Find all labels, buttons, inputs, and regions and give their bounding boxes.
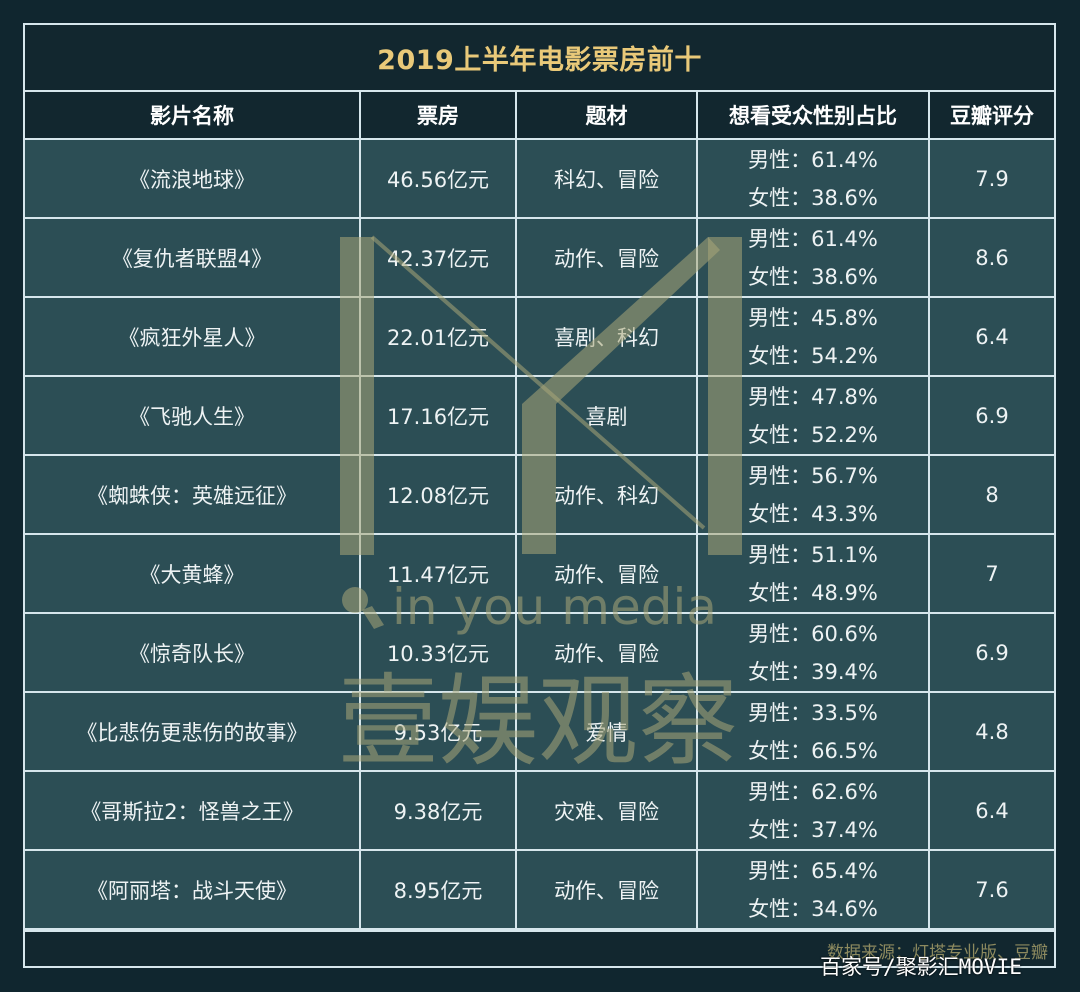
female-ratio: 女性：38.6%: [748, 264, 878, 289]
header-genre: 题材: [515, 90, 698, 140]
brand-overlay: 百家号/聚影汇MOVIE: [820, 955, 1022, 979]
genre: 爱情: [515, 691, 698, 772]
box-office: 10.33亿元: [359, 612, 517, 693]
table-frame: 2019上半年电影票房前十 影片名称 票房 题材 想看受众性别占比 豆瓣评分 《…: [23, 23, 1056, 968]
gender-ratio: 男性：47.8% 女性：52.2%: [696, 375, 930, 456]
genre: 喜剧: [515, 375, 698, 456]
douban-rating: 6.4: [928, 296, 1054, 377]
female-ratio: 女性：38.6%: [748, 185, 878, 210]
data-source-note: 数据来源：灯塔专业版、豆瓣: [827, 943, 1048, 963]
female-ratio: 女性：52.2%: [748, 422, 878, 447]
film-name: 《飞驰人生》: [25, 375, 361, 456]
table-row: 《阿丽塔：战斗天使》 8.95亿元 动作、冒险 男性：65.4% 女性：34.6%…: [25, 849, 1054, 930]
genre: 动作、冒险: [515, 849, 698, 930]
douban-rating: 8: [928, 454, 1054, 535]
box-office: 46.56亿元: [359, 138, 517, 219]
genre: 动作、科幻: [515, 454, 698, 535]
female-ratio: 女性：66.5%: [748, 738, 878, 763]
film-name: 《蜘蛛侠：英雄远征》: [25, 454, 361, 535]
film-name: 《疯狂外星人》: [25, 296, 361, 377]
box-office: 9.53亿元: [359, 691, 517, 772]
male-ratio: 男性：45.8%: [748, 305, 878, 330]
male-ratio: 男性：33.5%: [748, 700, 878, 725]
box-office: 42.37亿元: [359, 217, 517, 298]
box-office: 8.95亿元: [359, 849, 517, 930]
film-name: 《大黄蜂》: [25, 533, 361, 614]
genre: 科幻、冒险: [515, 138, 698, 219]
header-box-office: 票房: [359, 90, 517, 140]
female-ratio: 女性：39.4%: [748, 659, 878, 684]
gender-ratio: 男性：61.4% 女性：38.6%: [696, 217, 930, 298]
box-office: 11.47亿元: [359, 533, 517, 614]
male-ratio: 男性：51.1%: [748, 542, 878, 567]
douban-rating: 7: [928, 533, 1054, 614]
film-name: 《复仇者联盟4》: [25, 217, 361, 298]
douban-rating: 6.9: [928, 375, 1054, 456]
box-office: 12.08亿元: [359, 454, 517, 535]
genre: 动作、冒险: [515, 533, 698, 614]
film-name: 《哥斯拉2：怪兽之王》: [25, 770, 361, 851]
female-ratio: 女性：43.3%: [748, 501, 878, 526]
box-office: 22.01亿元: [359, 296, 517, 377]
female-ratio: 女性：34.6%: [748, 896, 878, 921]
douban-rating: 4.8: [928, 691, 1054, 772]
male-ratio: 男性：62.6%: [748, 779, 878, 804]
genre: 灾难、冒险: [515, 770, 698, 851]
header-film-name: 影片名称: [25, 90, 361, 140]
film-name: 《流浪地球》: [25, 138, 361, 219]
header-gender-ratio: 想看受众性别占比: [696, 90, 930, 140]
gender-ratio: 男性：45.8% 女性：54.2%: [696, 296, 930, 377]
male-ratio: 男性：56.7%: [748, 463, 878, 488]
male-ratio: 男性：61.4%: [748, 226, 878, 251]
table-row: 《蜘蛛侠：英雄远征》 12.08亿元 动作、科幻 男性：56.7% 女性：43.3…: [25, 454, 1054, 535]
female-ratio: 女性：37.4%: [748, 817, 878, 842]
female-ratio: 女性：54.2%: [748, 343, 878, 368]
male-ratio: 男性：47.8%: [748, 384, 878, 409]
film-name: 《惊奇队长》: [25, 612, 361, 693]
film-name: 《阿丽塔：战斗天使》: [25, 849, 361, 930]
douban-rating: 7.9: [928, 138, 1054, 219]
box-office: 9.38亿元: [359, 770, 517, 851]
table-row: 《飞驰人生》 17.16亿元 喜剧 男性：47.8% 女性：52.2% 6.9: [25, 375, 1054, 456]
male-ratio: 男性：60.6%: [748, 621, 878, 646]
box-office-table: 影片名称 票房 题材 想看受众性别占比 豆瓣评分 《流浪地球》 46.56亿元 …: [25, 90, 1054, 930]
female-ratio: 女性：48.9%: [748, 580, 878, 605]
table-footer: 数据来源：灯塔专业版、豆瓣: [25, 930, 1054, 968]
gender-ratio: 男性：51.1% 女性：48.9%: [696, 533, 930, 614]
header-row: 影片名称 票房 题材 想看受众性别占比 豆瓣评分: [25, 90, 1054, 140]
gender-ratio: 男性：65.4% 女性：34.6%: [696, 849, 930, 930]
genre: 喜剧、科幻: [515, 296, 698, 377]
film-name: 《比悲伤更悲伤的故事》: [25, 691, 361, 772]
table-row: 《比悲伤更悲伤的故事》 9.53亿元 爱情 男性：33.5% 女性：66.5% 4…: [25, 691, 1054, 772]
table-title: 2019上半年电影票房前十: [25, 25, 1054, 92]
male-ratio: 男性：61.4%: [748, 147, 878, 172]
genre: 动作、冒险: [515, 217, 698, 298]
douban-rating: 6.4: [928, 770, 1054, 851]
table-row: 《复仇者联盟4》 42.37亿元 动作、冒险 男性：61.4% 女性：38.6% …: [25, 217, 1054, 298]
douban-rating: 6.9: [928, 612, 1054, 693]
douban-rating: 7.6: [928, 849, 1054, 930]
table-row: 《流浪地球》 46.56亿元 科幻、冒险 男性：61.4% 女性：38.6% 7.…: [25, 138, 1054, 219]
table-row: 《惊奇队长》 10.33亿元 动作、冒险 男性：60.6% 女性：39.4% 6.…: [25, 612, 1054, 693]
gender-ratio: 男性：61.4% 女性：38.6%: [696, 138, 930, 219]
box-office: 17.16亿元: [359, 375, 517, 456]
gender-ratio: 男性：60.6% 女性：39.4%: [696, 612, 930, 693]
table-row: 《哥斯拉2：怪兽之王》 9.38亿元 灾难、冒险 男性：62.6% 女性：37.4…: [25, 770, 1054, 851]
genre: 动作、冒险: [515, 612, 698, 693]
gender-ratio: 男性：62.6% 女性：37.4%: [696, 770, 930, 851]
table-row: 《疯狂外星人》 22.01亿元 喜剧、科幻 男性：45.8% 女性：54.2% 6…: [25, 296, 1054, 377]
gender-ratio: 男性：56.7% 女性：43.3%: [696, 454, 930, 535]
male-ratio: 男性：65.4%: [748, 858, 878, 883]
header-douban-rating: 豆瓣评分: [928, 90, 1054, 140]
table-row: 《大黄蜂》 11.47亿元 动作、冒险 男性：51.1% 女性：48.9% 7: [25, 533, 1054, 614]
douban-rating: 8.6: [928, 217, 1054, 298]
gender-ratio: 男性：33.5% 女性：66.5%: [696, 691, 930, 772]
